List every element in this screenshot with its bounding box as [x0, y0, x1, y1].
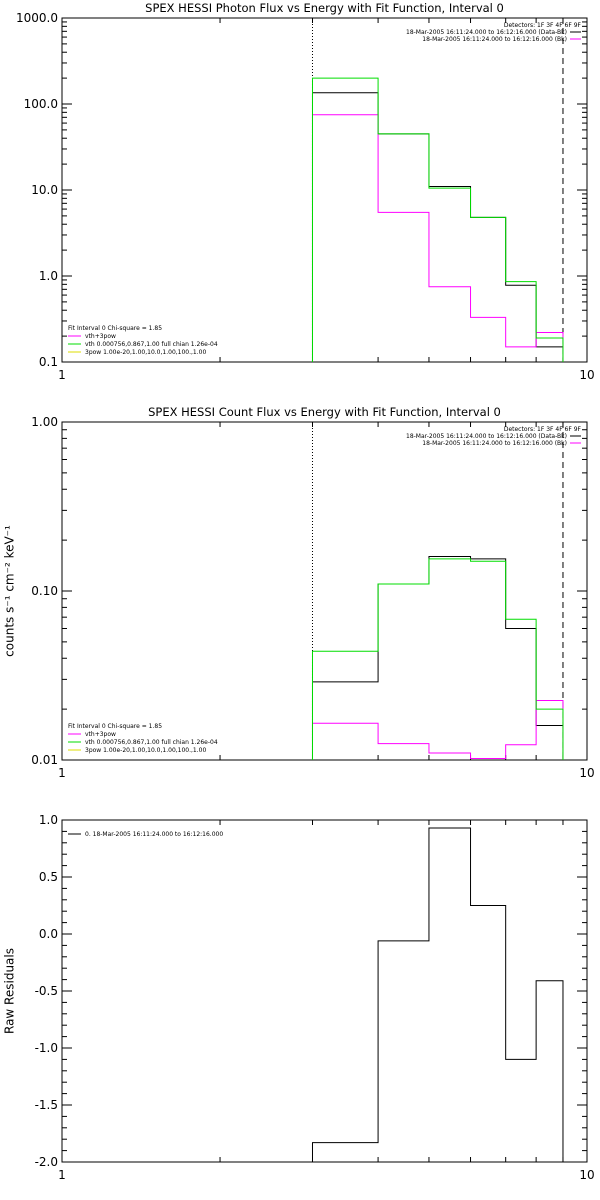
legend-entry: 18-Mar-2005 16:11:24.000 to 16:12:16.000… — [406, 29, 567, 36]
y-tick-label: 0.5 — [39, 870, 58, 884]
legend-entry: Detectors: 1F 3F 4F 6F 9F — [504, 22, 582, 29]
series-line-0 — [311, 827, 564, 1162]
plot-frame — [61, 17, 588, 363]
y-axis-label: Raw Residuals — [3, 948, 17, 1034]
legend-entry: Detectors: 1F 3F 4F 6F 9F — [504, 426, 582, 433]
plot-frame — [61, 819, 588, 1163]
legend-entry: 18-Mar-2005 16:11:24.000 to 16:12:16.000… — [406, 433, 567, 440]
chart-panel-1: SPEX HESSI Count Flux vs Energy with Fit… — [3, 405, 595, 780]
y-tick-label: 100.0 — [24, 97, 58, 111]
x-tick-label: 1 — [58, 1168, 66, 1182]
series-line-2 — [311, 558, 564, 760]
legend-entry: 3pow 1.00e-20,1.00,10.0,1.00,100.,1.00 — [85, 747, 206, 754]
y-tick-label: 0.01 — [31, 753, 58, 767]
y-tick-label: 0.1 — [39, 355, 58, 369]
legend-entry: 18-Mar-2005 16:11:24.000 to 16:12:16.000… — [422, 440, 567, 447]
y-tick-label: -0.5 — [35, 984, 58, 998]
chart-title: SPEX HESSI Count Flux vs Energy with Fit… — [148, 405, 501, 419]
y-tick-label: 1.0 — [39, 813, 58, 827]
legend-entry: 3pow 1.00e-20,1.00,10.0,1.00,100.,1.00 — [85, 349, 206, 356]
y-tick-label: 1000.0 — [16, 11, 58, 25]
y-tick-label: 10.0 — [31, 183, 58, 197]
y-tick-label: 0.10 — [31, 584, 58, 598]
series-line-2 — [311, 77, 564, 362]
plot-frame — [61, 421, 588, 761]
chart-panel-2: Raw Residuals 1 10 -2.0 -1.5 -1.0 -0.5 0.0 0.5 1.… — [3, 813, 595, 1182]
legend-entry: vth+3pow — [85, 731, 116, 738]
x-tick-label: 10 — [579, 1168, 594, 1182]
y-tick-label: -1.5 — [35, 1098, 58, 1112]
series-line-1 — [311, 699, 564, 760]
x-tick-label: 1 — [58, 368, 66, 382]
legend-entry: vth+3pow — [85, 333, 116, 340]
chart-title: SPEX HESSI Photon Flux vs Energy with Fi… — [145, 1, 504, 15]
x-tick-label: 10 — [579, 766, 594, 780]
series-line-0 — [311, 556, 564, 760]
legend-entry: vth 0.000756,0.867,1.00 full chian 1.26e… — [85, 341, 218, 348]
y-tick-label: -2.0 — [35, 1155, 58, 1169]
x-tick-label: 10 — [579, 368, 594, 382]
x-tick-label: 1 — [58, 766, 66, 780]
legend-entry: vth 0.000756,0.867,1.00 full chian 1.26e… — [85, 739, 218, 746]
series-line-0 — [311, 92, 564, 362]
y-tick-label: 1.00 — [31, 415, 58, 429]
y-tick-label: -1.0 — [35, 1041, 58, 1055]
legend-entry: Fit Interval 0 Chi-square = 1.85 — [68, 325, 162, 332]
legend-entry: 18-Mar-2005 16:11:24.000 to 16:12:16.000… — [422, 36, 567, 43]
y-axis-label: counts s⁻¹ cm⁻² keV⁻¹ — [3, 525, 17, 657]
legend-entry: Fit Interval 0 Chi-square = 1.85 — [68, 723, 162, 730]
chart-panel-0: SPEX HESSI Photon Flux vs Energy with Fi… — [16, 1, 595, 382]
series-line-1 — [311, 114, 564, 362]
y-tick-label: 1.0 — [39, 269, 58, 283]
y-tick-label: 0.0 — [39, 927, 58, 941]
legend-entry: 0. 18-Mar-2005 16:11:24.000 to 16:12:16.… — [85, 831, 223, 838]
